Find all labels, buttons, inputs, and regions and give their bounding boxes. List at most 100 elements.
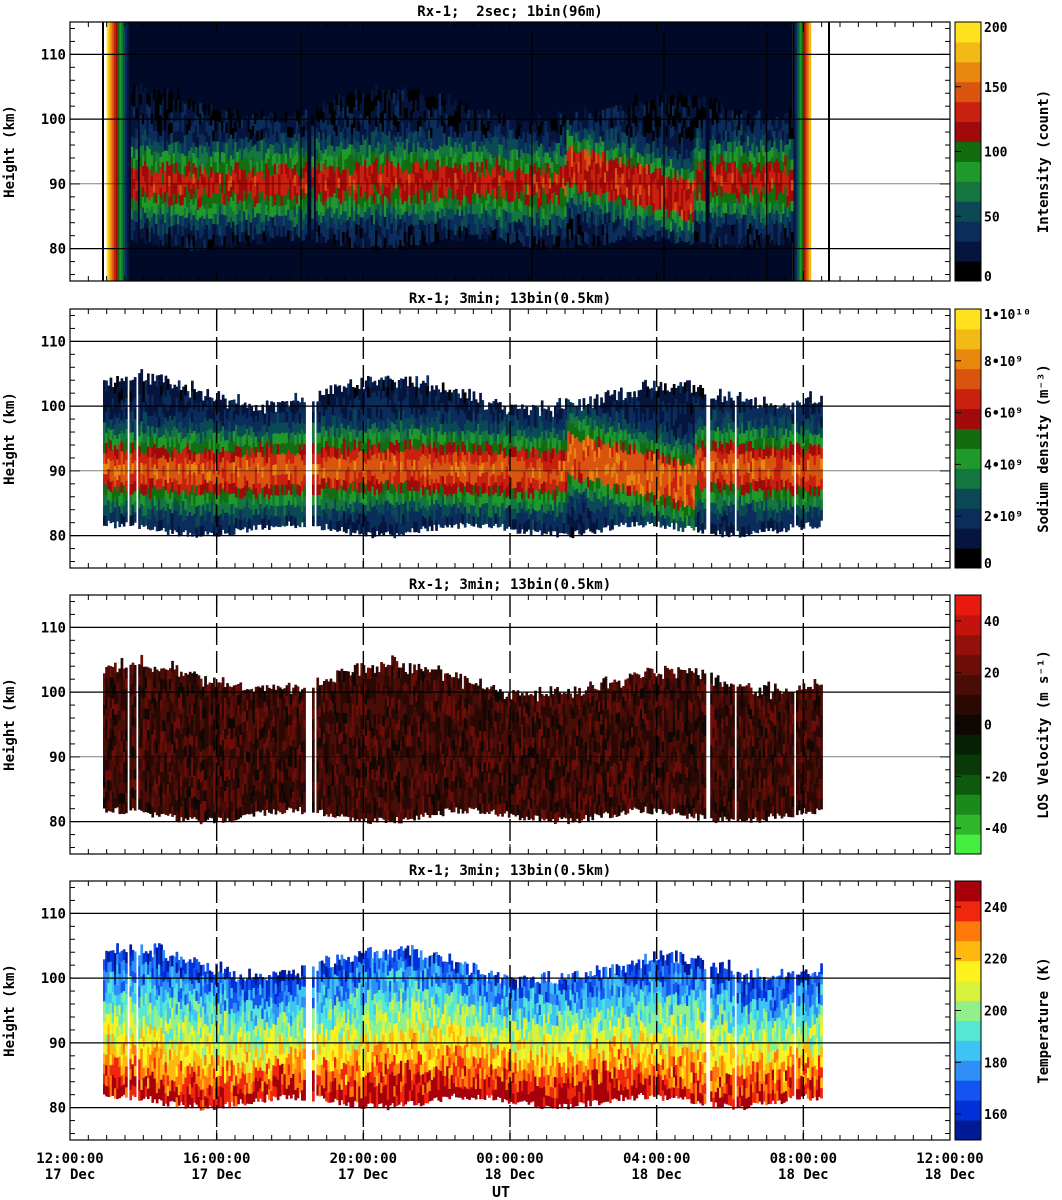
data-cell [762, 196, 765, 208]
data-cell [229, 217, 233, 228]
data-cell [114, 455, 117, 467]
data-cell [639, 184, 642, 196]
data-cell [773, 120, 776, 132]
data-cell [103, 442, 106, 454]
data-cell [317, 193, 321, 205]
data-cell [153, 443, 157, 455]
data-cell [632, 153, 636, 165]
data-cell [342, 96, 345, 108]
data-cell [383, 112, 387, 124]
data-cell [520, 211, 523, 222]
data-cell [252, 431, 256, 443]
data-cell [782, 140, 785, 152]
data-cell [733, 212, 737, 224]
colorbar-swatch [955, 201, 981, 222]
data-cell [252, 514, 256, 526]
data-cell [144, 233, 147, 244]
data-cell [289, 126, 292, 138]
data-cell [194, 156, 198, 168]
data-cell [403, 190, 407, 202]
data-cell [208, 521, 212, 533]
data-cell [764, 172, 768, 184]
data-cell [786, 226, 790, 238]
data-cell [240, 128, 244, 139]
data-cell [746, 114, 750, 126]
data-cell [166, 461, 170, 473]
data-cell [632, 195, 636, 206]
data-cell [416, 172, 420, 184]
data-cell [740, 124, 743, 136]
data-cell [588, 227, 592, 239]
data-cell [302, 229, 306, 241]
data-cell [370, 162, 374, 174]
data-cell [155, 447, 159, 459]
data-cell [215, 524, 218, 535]
data-cell [392, 196, 396, 208]
data-cell [773, 213, 776, 225]
data-cell [383, 102, 387, 114]
data-cell [643, 229, 647, 241]
data-cell [366, 188, 369, 199]
data-cell [504, 190, 508, 201]
data-cell [201, 163, 204, 175]
data-cell [718, 101, 721, 113]
data-cell [755, 228, 759, 240]
data-cell [612, 180, 616, 192]
data-cell [147, 425, 150, 437]
data-cell [229, 165, 233, 177]
data-cell [782, 171, 785, 183]
data-cell [766, 120, 770, 132]
data-cell [366, 198, 369, 210]
data-cell [592, 172, 596, 183]
data-cell [401, 203, 405, 215]
data-cell [219, 410, 223, 421]
data-cell [656, 189, 660, 200]
data-cell [676, 148, 680, 160]
data-cell [353, 96, 356, 108]
data-cell [623, 163, 627, 175]
data-cell [452, 167, 455, 179]
data-cell [157, 235, 160, 246]
data-cell [430, 179, 433, 190]
data-cell [493, 218, 497, 230]
data-cell [163, 108, 167, 120]
data-cell [183, 207, 187, 219]
data-cell [625, 197, 629, 209]
data-cell [148, 96, 152, 108]
data-cell [161, 99, 165, 111]
data-cell [544, 214, 548, 226]
data-cell [161, 141, 165, 153]
data-cell [194, 115, 198, 126]
data-cell [324, 138, 328, 150]
data-cell [408, 205, 411, 216]
data-cell [140, 420, 144, 432]
data-cell [221, 192, 224, 204]
data-cell [267, 199, 270, 211]
data-cell [276, 151, 279, 163]
data-cell [146, 134, 149, 146]
data-cell [674, 212, 677, 223]
colorbar-swatch [955, 81, 981, 103]
data-cell [239, 519, 243, 531]
data-cell [434, 233, 438, 245]
data-cell [141, 134, 145, 146]
data-cell [735, 187, 739, 199]
data-cell [293, 112, 297, 124]
data-cell [194, 125, 198, 137]
data-cell [155, 99, 158, 110]
data-cell [493, 228, 497, 240]
data-cell [190, 126, 193, 138]
data-cell [197, 515, 201, 527]
data-cell [768, 181, 772, 193]
data-cell [511, 149, 515, 160]
data-cell [293, 143, 297, 155]
data-cell [252, 462, 256, 474]
data-cell [474, 202, 477, 214]
data-cell [452, 229, 455, 241]
data-cell [575, 205, 578, 216]
data-cell [526, 194, 530, 206]
data-cell [603, 151, 607, 162]
data-cell [249, 211, 253, 223]
data-cell [315, 148, 319, 160]
data-cell [216, 172, 220, 183]
